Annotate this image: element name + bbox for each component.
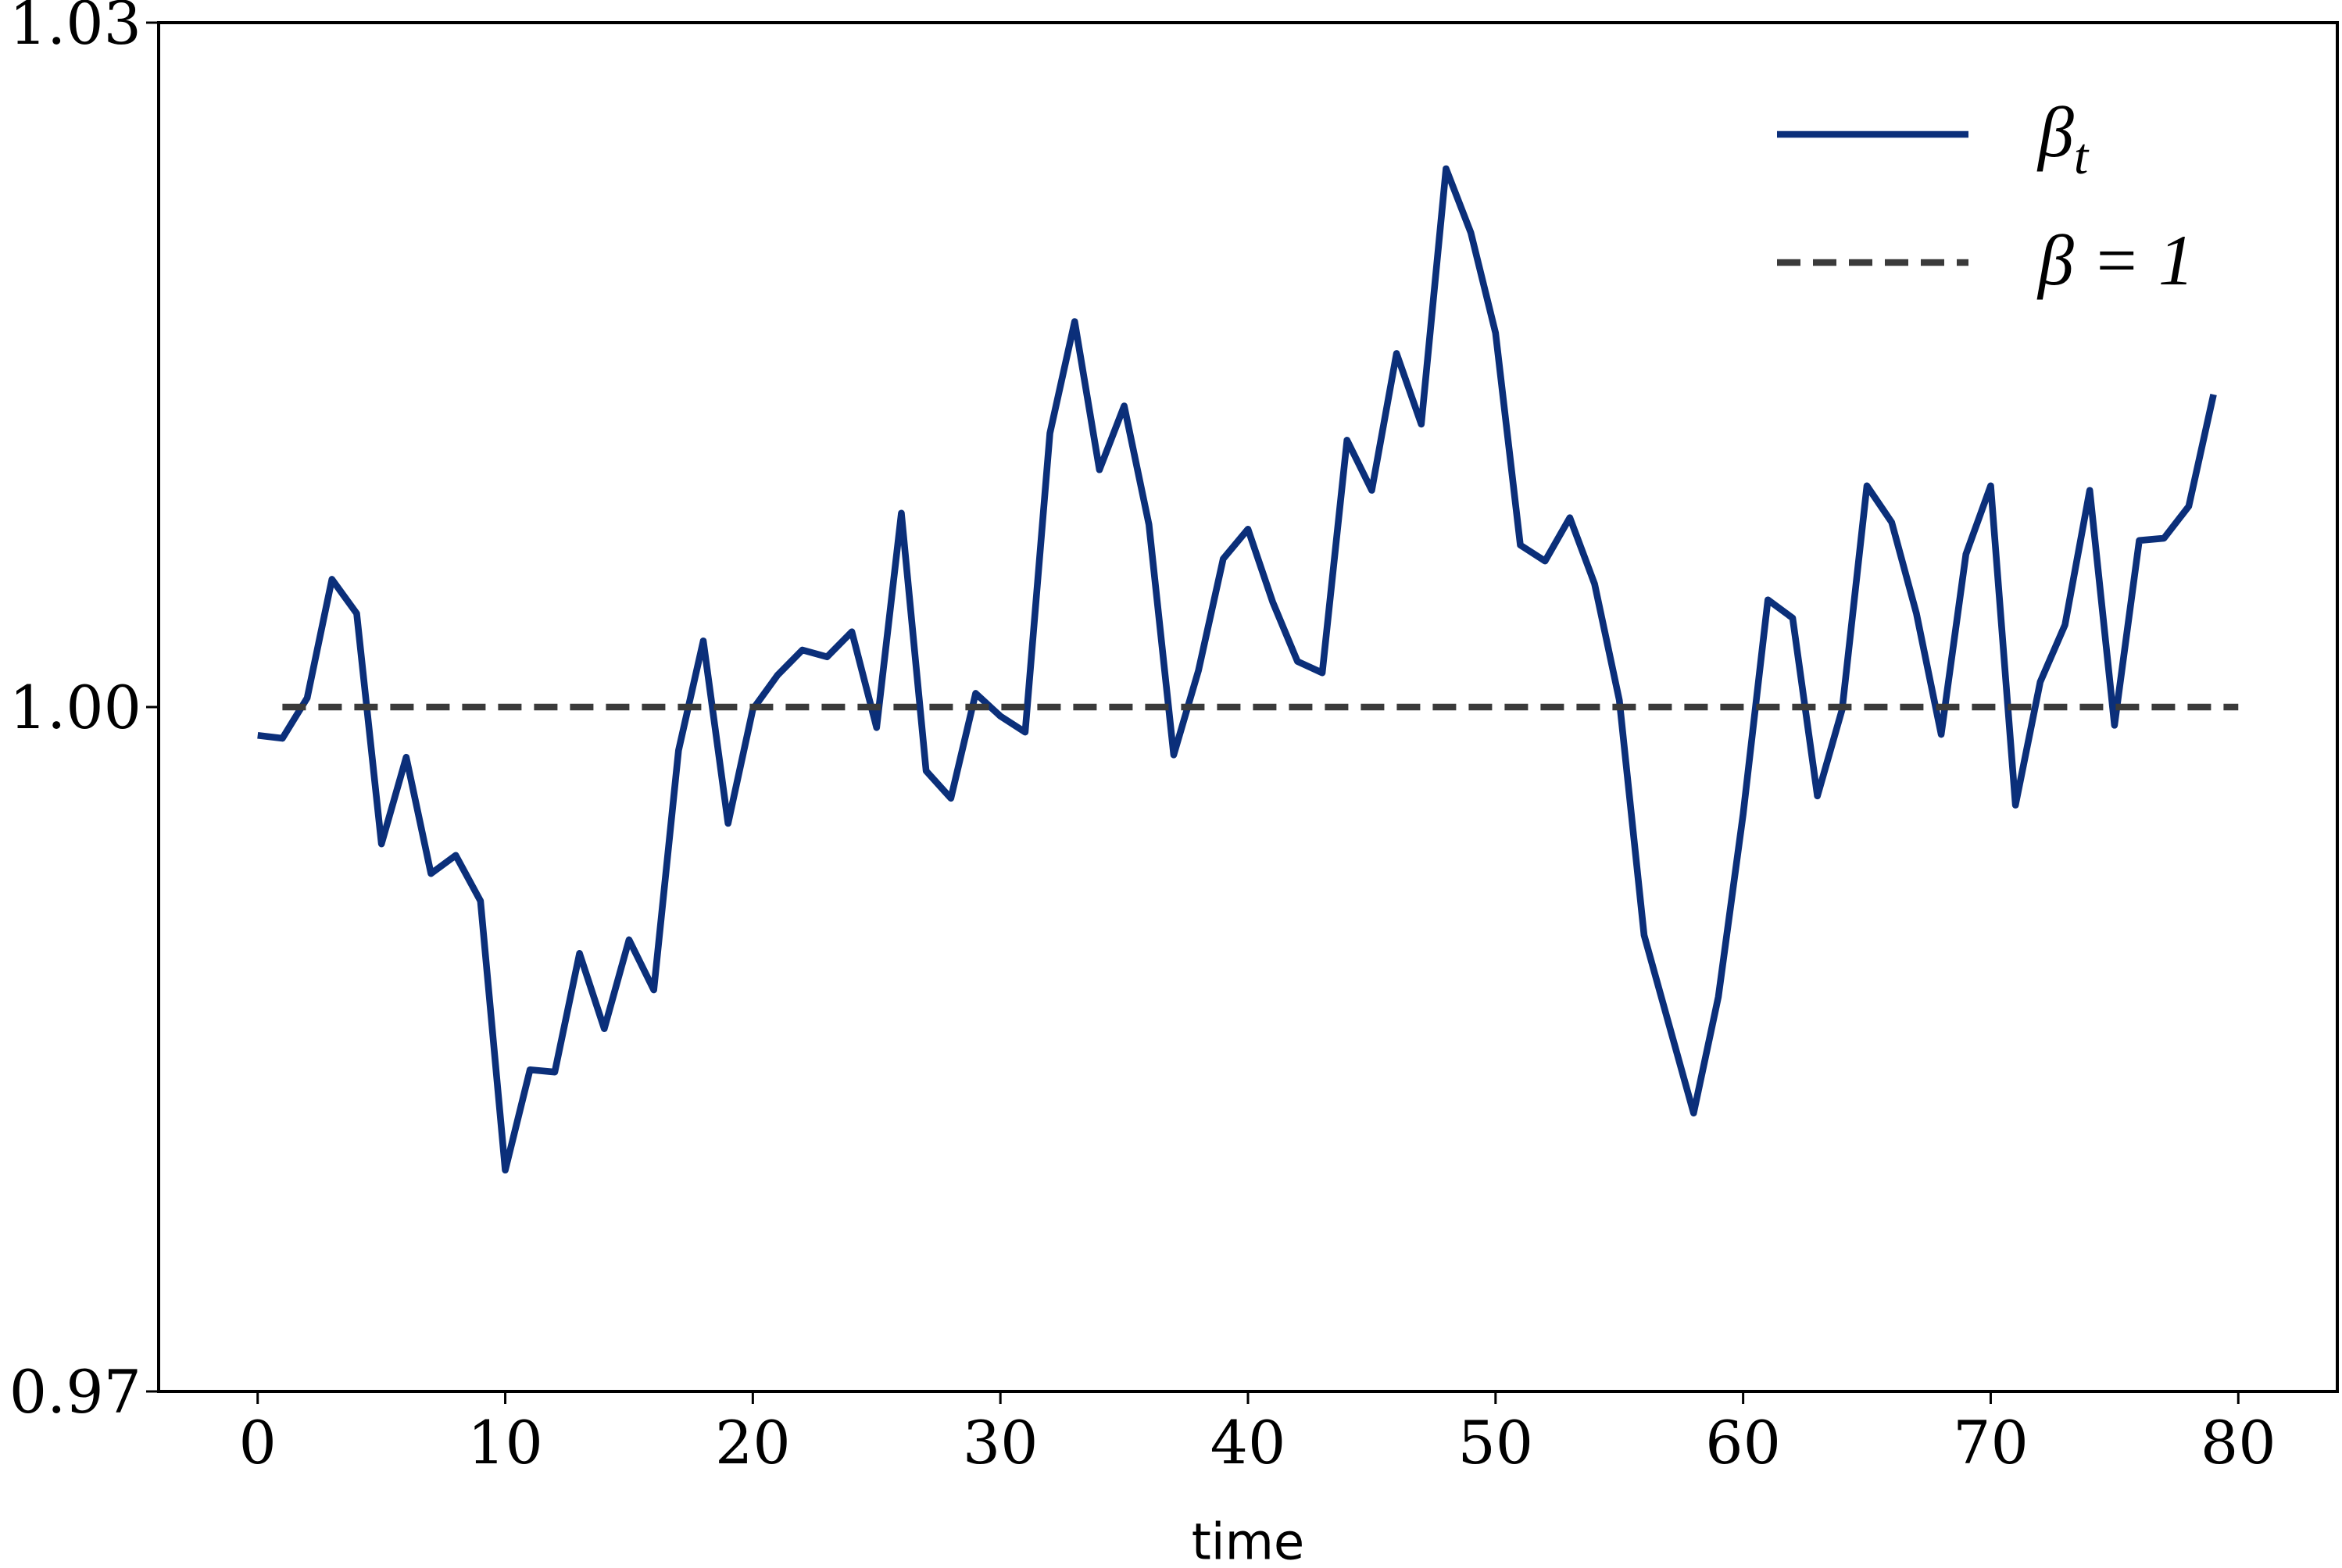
x-tick-label: 10: [467, 1408, 543, 1477]
x-tick-label: 80: [2201, 1408, 2276, 1477]
x-tick-label: 0: [239, 1408, 277, 1477]
y-tick-label: 0.97: [9, 1357, 141, 1427]
legend-label: β = 1: [2036, 220, 2194, 300]
y-tick-label: 1.00: [9, 673, 141, 742]
x-tick-label: 60: [1705, 1408, 1781, 1477]
x-tick-label: 50: [1457, 1408, 1533, 1477]
x-tick-label: 20: [715, 1408, 791, 1477]
legend-label: βt: [2036, 92, 2090, 185]
x-tick-label: 70: [1953, 1408, 2029, 1477]
series-line: [257, 165, 2217, 1174]
y-tick-label: 1.03: [9, 0, 141, 58]
x-tick-label: 40: [1210, 1408, 1286, 1477]
x-axis-label: time: [1192, 1514, 1305, 1568]
x-tick-label: 30: [963, 1408, 1039, 1477]
